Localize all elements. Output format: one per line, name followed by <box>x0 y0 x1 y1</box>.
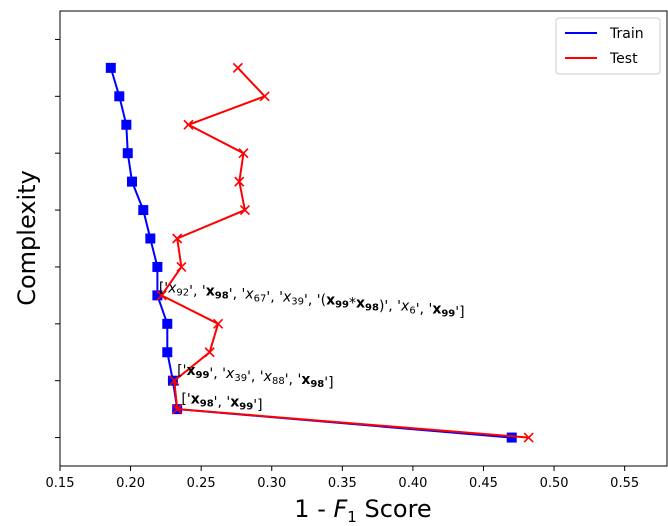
train-point <box>121 119 132 130</box>
annotation-label: ['x92', 'x98', 'x67', 'x39', '(x99*x98)'… <box>159 281 465 321</box>
test-point <box>239 204 250 216</box>
test-point <box>259 91 270 102</box>
legend-box <box>555 17 661 75</box>
y-axis <box>55 38 60 439</box>
test-point <box>183 119 194 130</box>
x-tick-label: 0.35 <box>328 476 357 491</box>
test-point <box>523 432 534 443</box>
train-point <box>122 148 133 159</box>
test-point <box>156 290 167 301</box>
series-test <box>156 62 534 443</box>
series-train <box>105 62 517 443</box>
legend-label-train: Train <box>609 26 644 42</box>
annotation-label: ['x98', 'x99'] <box>181 391 262 413</box>
annotation-label: ['x99', 'x39', 'x88', 'x98'] <box>177 363 333 391</box>
x-tick-label: 0.20 <box>116 476 145 491</box>
x-axis-title: 1 - F1 Score <box>294 495 431 526</box>
y-axis-title: Complexity <box>13 170 41 306</box>
test-point <box>204 347 215 358</box>
test-point <box>172 404 183 415</box>
test-line <box>160 67 529 439</box>
legend: Train Test <box>555 17 661 75</box>
test-point <box>176 261 187 273</box>
train-point <box>167 375 178 386</box>
x-tick-label: 0.15 <box>46 476 75 491</box>
x-tick-label: 0.30 <box>257 476 286 491</box>
train-point <box>126 176 137 187</box>
test-point <box>169 375 180 386</box>
test-point <box>232 62 243 73</box>
x-tick-label: 0.45 <box>469 476 498 491</box>
train-point <box>162 347 173 358</box>
train-point <box>162 318 173 329</box>
legend-label-test: Test <box>609 51 638 67</box>
train-point <box>152 261 163 272</box>
test-point <box>234 176 245 187</box>
x-tick-label: 0.25 <box>187 476 216 491</box>
test-point <box>238 148 249 159</box>
x-tick-label: 0.50 <box>540 476 569 491</box>
train-point <box>114 91 125 102</box>
x-tick-label: 0.40 <box>398 476 427 491</box>
train-point <box>152 290 163 301</box>
x-axis: 0.15 0.20 0.25 0.30 0.35 0.40 0.45 0.50 0.55 <box>46 466 639 491</box>
series-layer <box>105 62 534 443</box>
train-point <box>105 62 116 73</box>
train-point <box>506 432 517 443</box>
test-point <box>213 318 224 329</box>
plot-frame <box>59 10 668 467</box>
annotation-layer: ['x98', 'x99']['x99', 'x39', 'x88', 'x98… <box>159 281 465 414</box>
test-point <box>172 233 183 244</box>
train-point <box>145 233 156 244</box>
train-point <box>138 205 149 216</box>
x-tick-label: 0.55 <box>610 476 639 491</box>
